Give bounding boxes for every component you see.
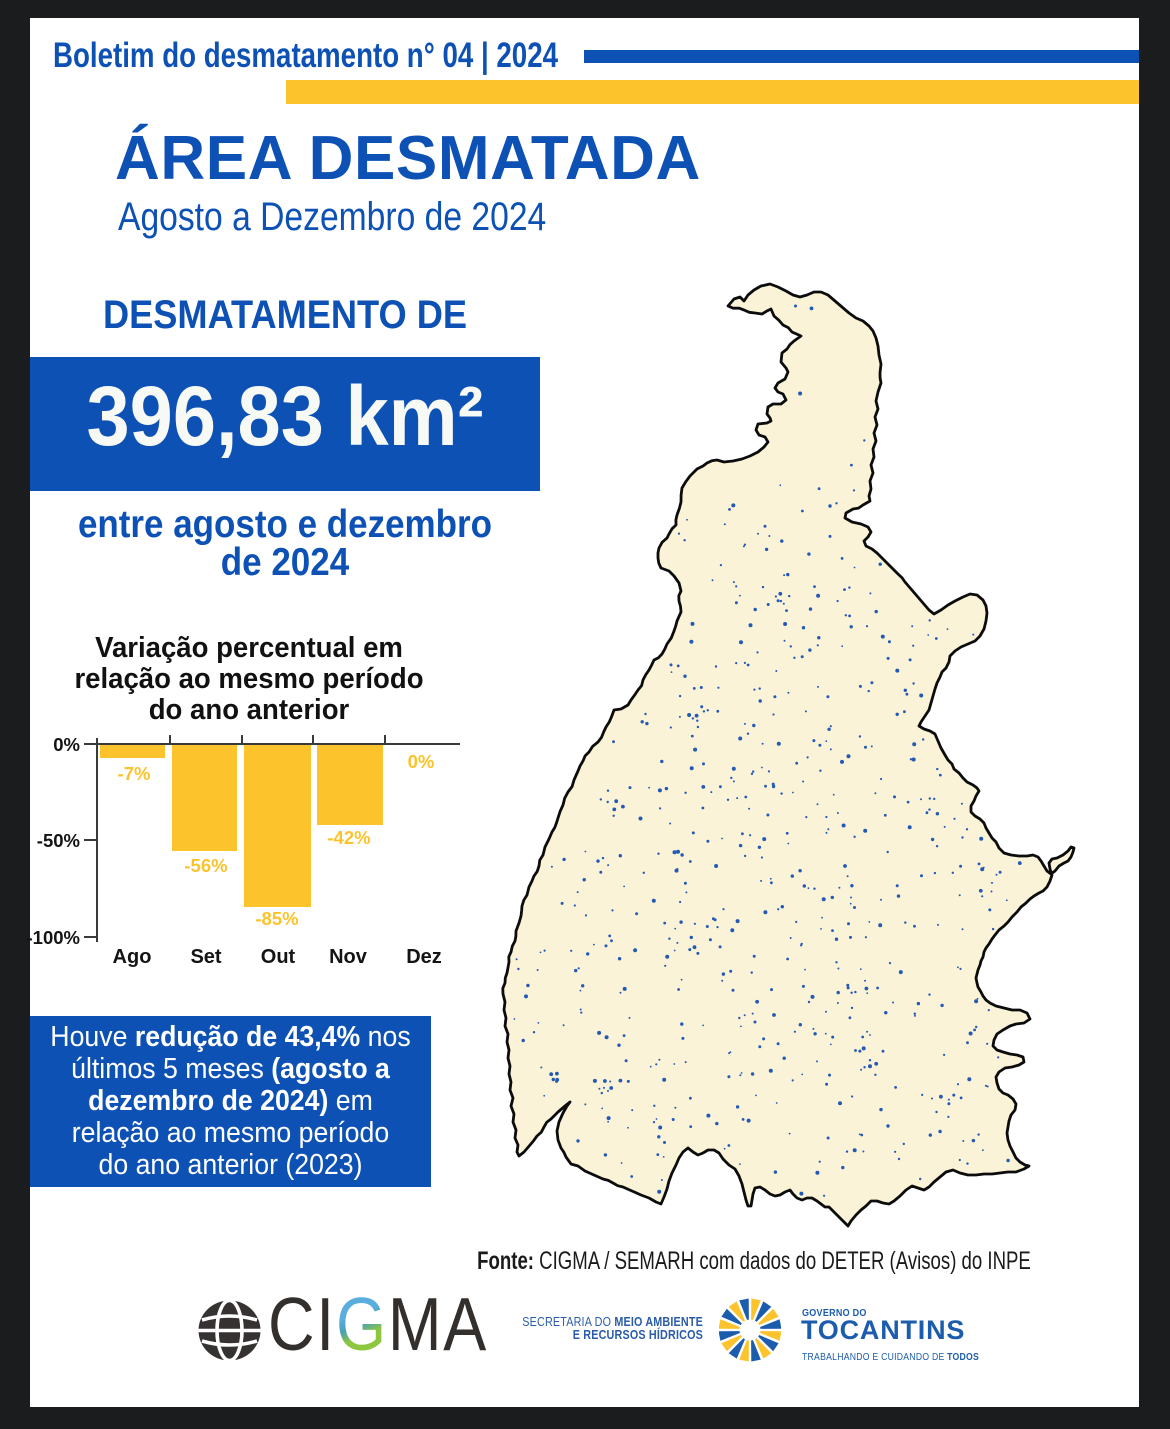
svg-text:-100%: -100% — [27, 927, 80, 948]
svg-text:-42%: -42% — [327, 827, 370, 848]
svg-text:-85%: -85% — [255, 908, 298, 929]
svg-text:0%: 0% — [408, 751, 435, 772]
svg-text:Nov: Nov — [329, 946, 368, 968]
svg-text:Ago: Ago — [113, 946, 152, 968]
svg-text:Out: Out — [261, 946, 296, 968]
svg-text:-50%: -50% — [37, 830, 80, 851]
svg-text:Set: Set — [190, 946, 221, 968]
svg-text:-7%: -7% — [118, 763, 151, 784]
svg-text:Dez: Dez — [406, 946, 442, 968]
svg-text:0%: 0% — [53, 734, 80, 755]
svg-text:-56%: -56% — [184, 855, 227, 876]
